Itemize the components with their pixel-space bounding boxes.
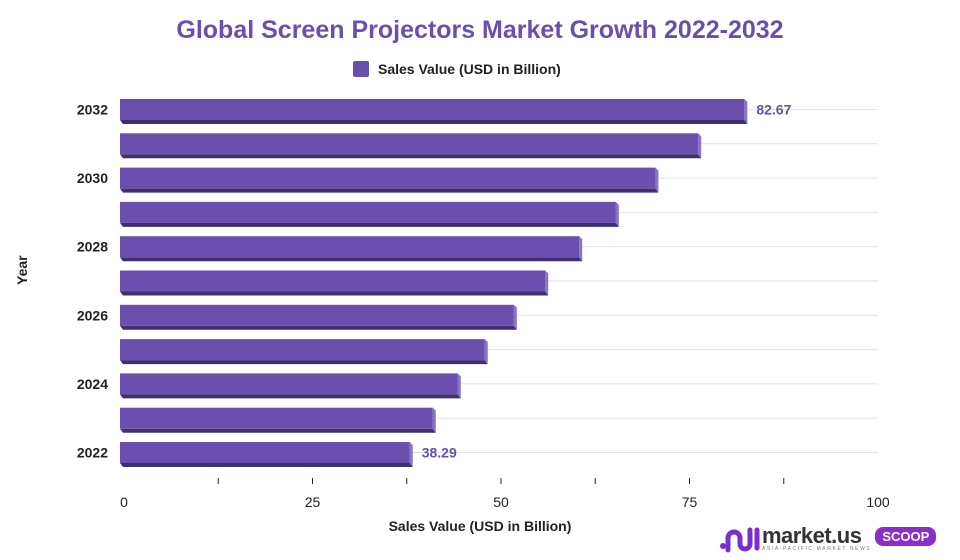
bar-side (513, 304, 517, 330)
bar-shadow (120, 120, 748, 124)
bar-shadow (120, 257, 583, 262)
y-axis-label: Year (14, 255, 30, 285)
bar-side (545, 270, 549, 296)
data-label: 82.67 (756, 102, 791, 118)
bar-side (579, 236, 583, 262)
legend-swatch (353, 61, 369, 77)
chart-title: Global Screen Projectors Market Growth 2… (176, 16, 784, 44)
bar-2029 (120, 201, 616, 223)
y-tick-label: 2022 (77, 445, 108, 461)
y-tick-label: 2024 (77, 376, 108, 392)
bar-shadow (120, 360, 488, 365)
x-tick-label: 25 (305, 494, 321, 510)
bar-2026 (120, 304, 514, 326)
bar-shadow (120, 463, 413, 467)
bar-side (409, 442, 413, 467)
bar-2030 (120, 167, 656, 189)
bar-2032 (120, 99, 745, 120)
bar-side (457, 373, 461, 399)
bar-shadow (120, 222, 619, 227)
bar-2031 (120, 133, 699, 155)
bar-shadow (120, 428, 436, 433)
bar-2027 (120, 270, 546, 292)
bar-2023 (120, 407, 433, 429)
bar-side (615, 201, 619, 227)
x-axis-label: Sales Value (USD in Billion) (388, 518, 572, 534)
bar-shadow (120, 325, 517, 330)
bar-2028 (120, 236, 580, 258)
bar-side (698, 133, 702, 159)
bar-2025 (120, 339, 485, 361)
bar-shadow (120, 154, 702, 159)
logo-mark-icon (720, 527, 760, 553)
y-tick-label: 2032 (77, 102, 108, 118)
x-tick-label: 75 (682, 494, 698, 510)
x-tick-label: 50 (493, 494, 509, 510)
legend[interactable]: Sales Value (USD in Billion) (353, 61, 561, 77)
data-label: 38.29 (422, 445, 457, 461)
bar-shadow (120, 188, 659, 193)
x-tick-label: 100 (866, 494, 890, 510)
bar-side (655, 167, 659, 193)
logo-tagline: ASIA-PACIFIC MARKET NEWS (762, 546, 872, 552)
bar-shadow (120, 291, 549, 296)
bar-shadow (120, 394, 461, 399)
bar-2022 (120, 442, 410, 463)
bar-2024 (120, 373, 458, 395)
y-tick-label: 2026 (77, 307, 108, 323)
logo-brand: market.us (762, 523, 862, 548)
bar-side (744, 99, 748, 124)
bar-side (484, 339, 488, 365)
x-tick-label: 0 (120, 494, 128, 510)
y-tick-label: 2028 (77, 239, 108, 255)
market-us-logo: market.us ASIA-PACIFIC MARKET NEWS SCOOP (718, 523, 937, 554)
bar-side (432, 407, 436, 433)
logo-badge: SCOOP (875, 526, 937, 546)
legend-label: Sales Value (USD in Billion) (378, 61, 561, 77)
y-tick-label: 2030 (77, 170, 108, 186)
